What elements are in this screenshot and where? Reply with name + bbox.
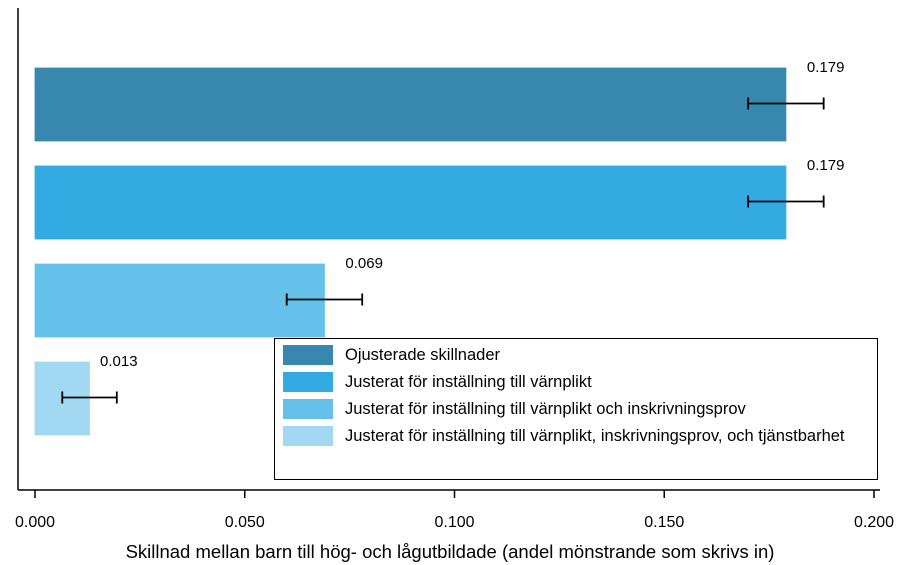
- error-bar: [747, 195, 825, 208]
- x-tick-label: 0.200: [854, 514, 894, 531]
- legend-entry: Justerat för inställning till värnplikt: [283, 372, 869, 392]
- legend-label: Justerat för inställning till värnplikt: [345, 372, 592, 391]
- legend-entry: Ojusterade skillnader: [283, 345, 869, 365]
- legend-entry: Justerat för inställning till värnplikt …: [283, 399, 869, 419]
- legend-swatch: [283, 399, 333, 419]
- value-label: 0.069: [345, 255, 383, 272]
- error-bar: [747, 97, 825, 110]
- legend: Ojusterade skillnader Justerat för instäl…: [274, 338, 878, 480]
- value-label: 0.013: [100, 353, 138, 370]
- legend-swatch: [283, 426, 333, 446]
- error-bar: [61, 391, 118, 404]
- x-tick-label: 0.100: [434, 514, 474, 531]
- legend-swatch: [283, 345, 333, 365]
- bar: [34, 67, 787, 142]
- x-tick-label: 0.000: [15, 514, 55, 531]
- x-tick-label: 0.050: [225, 514, 265, 531]
- x-tick-label: 0.150: [644, 514, 684, 531]
- legend-label: Justerat för inställning till värnplikt,…: [345, 426, 845, 445]
- value-label: 0.179: [807, 157, 845, 174]
- value-label: 0.179: [807, 59, 845, 76]
- legend-label: Ojusterade skillnader: [345, 345, 500, 364]
- bar: [34, 263, 325, 338]
- legend-entry: Justerat för inställning till värnplikt,…: [283, 426, 869, 446]
- error-bar: [285, 293, 364, 306]
- legend-swatch: [283, 372, 333, 392]
- x-axis-label: Skillnad mellan barn till hög- och lågut…: [126, 541, 775, 562]
- bar: [34, 165, 787, 240]
- legend-label: Justerat för inställning till värnplikt …: [345, 399, 746, 418]
